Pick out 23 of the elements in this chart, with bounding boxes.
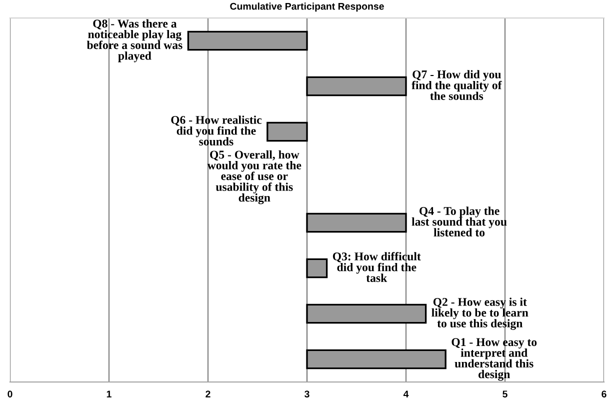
x-tick-label: 1 bbox=[106, 390, 112, 398]
y-tick-label: Q7 - How did you find the quality of the sounds bbox=[412, 70, 502, 100]
x-tick-label: 4 bbox=[403, 390, 409, 398]
bar bbox=[306, 349, 446, 370]
bar bbox=[187, 30, 308, 51]
y-tick-label: Q4 - To play the last sound that you listened to bbox=[412, 206, 507, 236]
x-tick-label: 6 bbox=[602, 390, 606, 398]
chart-title: Cumulative Participant Response bbox=[230, 2, 384, 12]
bar bbox=[306, 258, 328, 278]
bar bbox=[266, 122, 308, 142]
x-tick-label: 2 bbox=[206, 390, 210, 398]
y-tick-label: Q5 - Overall, how would you rate the ease of use or usability of this design bbox=[207, 150, 302, 204]
bar bbox=[306, 304, 427, 324]
x-tick-label: 3 bbox=[304, 390, 310, 398]
bar bbox=[306, 212, 407, 233]
x-tick-label: 0 bbox=[8, 390, 12, 398]
bar bbox=[306, 76, 407, 96]
y-tick-label: Q3: How difficult did you find the task bbox=[332, 252, 421, 282]
y-tick-label: Q8 - Was there a noticeable play lag before a sound was played bbox=[86, 19, 182, 62]
x-tick-label: 5 bbox=[502, 390, 508, 398]
y-tick-label: Q2 - How easy is it likely to be to learn to use this design bbox=[432, 298, 528, 330]
y-tick-label: Q6 - How realistic did you find the sounds bbox=[171, 116, 262, 146]
y-tick-label: Q1 - How easy to interpret and understand this design bbox=[452, 338, 537, 381]
